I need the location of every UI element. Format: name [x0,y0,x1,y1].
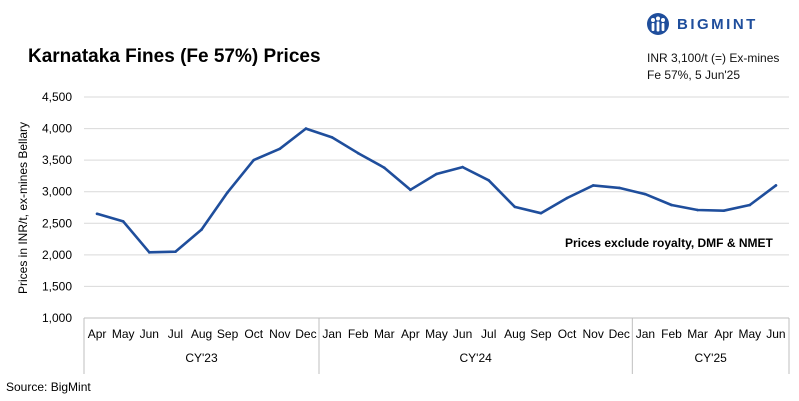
y-tick-label: 3,000 [42,185,72,199]
series-layer [95,127,778,254]
data-point [644,192,647,196]
data-point [121,220,125,223]
data-point [382,166,386,170]
data-point [356,151,360,155]
x-tick-label: Sep [217,327,239,341]
chart-annotation: Prices exclude royalty, DMF & NMET [565,236,774,250]
data-point [252,158,256,162]
y-tick-label: 4,500 [42,90,72,104]
price-note-line1: INR 3,100/t (=) Ex-mines [647,51,780,65]
data-point [147,251,151,254]
x-tick-label: Aug [191,327,212,341]
x-tick-label: May [425,327,448,341]
x-group-label: CY'24 [460,351,493,365]
data-point [513,205,517,209]
x-tick-label: Feb [348,327,369,341]
y-tick-label: 2,000 [42,248,72,262]
data-point [409,188,412,192]
x-group-label: CY'23 [185,351,218,365]
x-tick-label: Dec [295,327,316,341]
x-tick-label: Feb [661,327,682,341]
brand-logo: BIGMINT [646,12,758,36]
x-tick-label: May [738,327,761,341]
data-point [330,136,334,139]
x-tick-label: Mar [687,327,708,341]
y-tick-label: 3,500 [42,153,72,167]
data-point [200,228,203,231]
x-group-label: CY'25 [695,351,728,365]
axes [83,317,790,374]
x-tick-label: Jun [140,327,159,341]
data-point [278,147,282,151]
price-series-line [95,127,778,254]
x-tick-label: Oct [244,327,263,341]
y-tick-label: 4,000 [42,122,72,136]
x-tick-label: Jan [636,327,655,341]
chart-title: Karnataka Fines (Fe 57%) Prices [28,46,321,67]
data-point [487,179,491,182]
y-axis-title: Prices in INR/t, ex-mines Bellary [16,122,30,294]
x-tick-label: Jul [168,327,183,341]
source-note: Source: BigMint [6,380,91,394]
data-point [565,196,569,200]
data-point [226,191,229,194]
data-point [304,127,308,130]
x-tick-label: Sep [530,327,552,341]
axis-labels: 1,000 1,500 2,000 2,500 3,000 3,500 4,000 4,500… [42,90,786,365]
data-point [617,186,621,190]
data-point [174,250,177,253]
x-tick-label: Apr [401,327,420,341]
x-tick-label: Apr [88,327,107,341]
brand-logo-icon [647,13,669,35]
data-point [539,211,543,215]
x-tick-label: Nov [582,327,603,341]
x-tick-label: Jun [453,327,472,341]
x-tick-label: Jan [322,327,341,341]
data-point [591,184,595,187]
x-tick-label: Nov [269,327,290,341]
x-tick-label: Oct [558,327,577,341]
x-tick-label: Dec [609,327,630,341]
data-point [461,165,464,169]
data-point [670,203,673,207]
data-point [722,209,726,212]
x-tick-label: Jun [766,327,785,341]
y-tick-label: 1,500 [42,279,72,293]
price-note-line2: Fe 57%, 5 Jun'25 [647,68,741,82]
x-tick-label: May [112,327,135,341]
brand-name: BIGMINT [677,15,758,33]
data-point [95,212,99,216]
x-tick-label: Aug [504,327,525,341]
gridlines [84,96,789,287]
x-tick-label: Mar [374,327,395,341]
data-point [435,172,438,176]
data-point [774,184,778,187]
x-tick-label: Jul [481,327,496,341]
x-tick-label: Apr [714,327,733,341]
y-tick-label: 2,500 [42,216,72,230]
y-tick-label: 1,000 [42,311,72,325]
data-point [748,203,752,207]
data-point [696,208,699,212]
